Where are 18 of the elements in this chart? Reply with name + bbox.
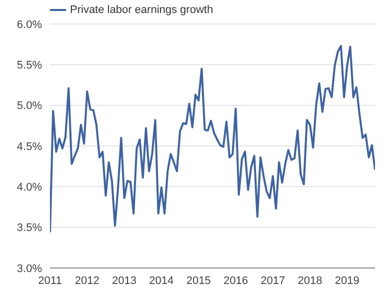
y-tick-label: 5.0%	[16, 100, 42, 112]
x-tick-label: 2016	[223, 274, 248, 287]
x-tick-label: 2018	[298, 274, 322, 287]
y-tick-label: 5.5%	[16, 60, 42, 72]
x-tick-label: 2011	[38, 274, 62, 287]
x-tick-label: 2012	[74, 274, 100, 287]
x-tick-label: 2014	[149, 274, 174, 287]
y-tick-label: 3.5%	[16, 222, 42, 234]
x-tick-label: 2019	[334, 274, 360, 287]
legend-label: Private labor earnings growth	[70, 4, 214, 16]
y-tick-label: 4.0%	[16, 182, 42, 194]
y-tick-label: 6.0%	[16, 18, 42, 31]
line-series	[50, 44, 375, 234]
y-tick-label: 3.0%	[16, 262, 42, 275]
y-tick-label: 4.5%	[16, 140, 42, 153]
x-tick-label: 2017	[260, 274, 286, 287]
x-tick-label: 2013	[112, 274, 137, 287]
x-tick-label: 2015	[186, 274, 211, 287]
